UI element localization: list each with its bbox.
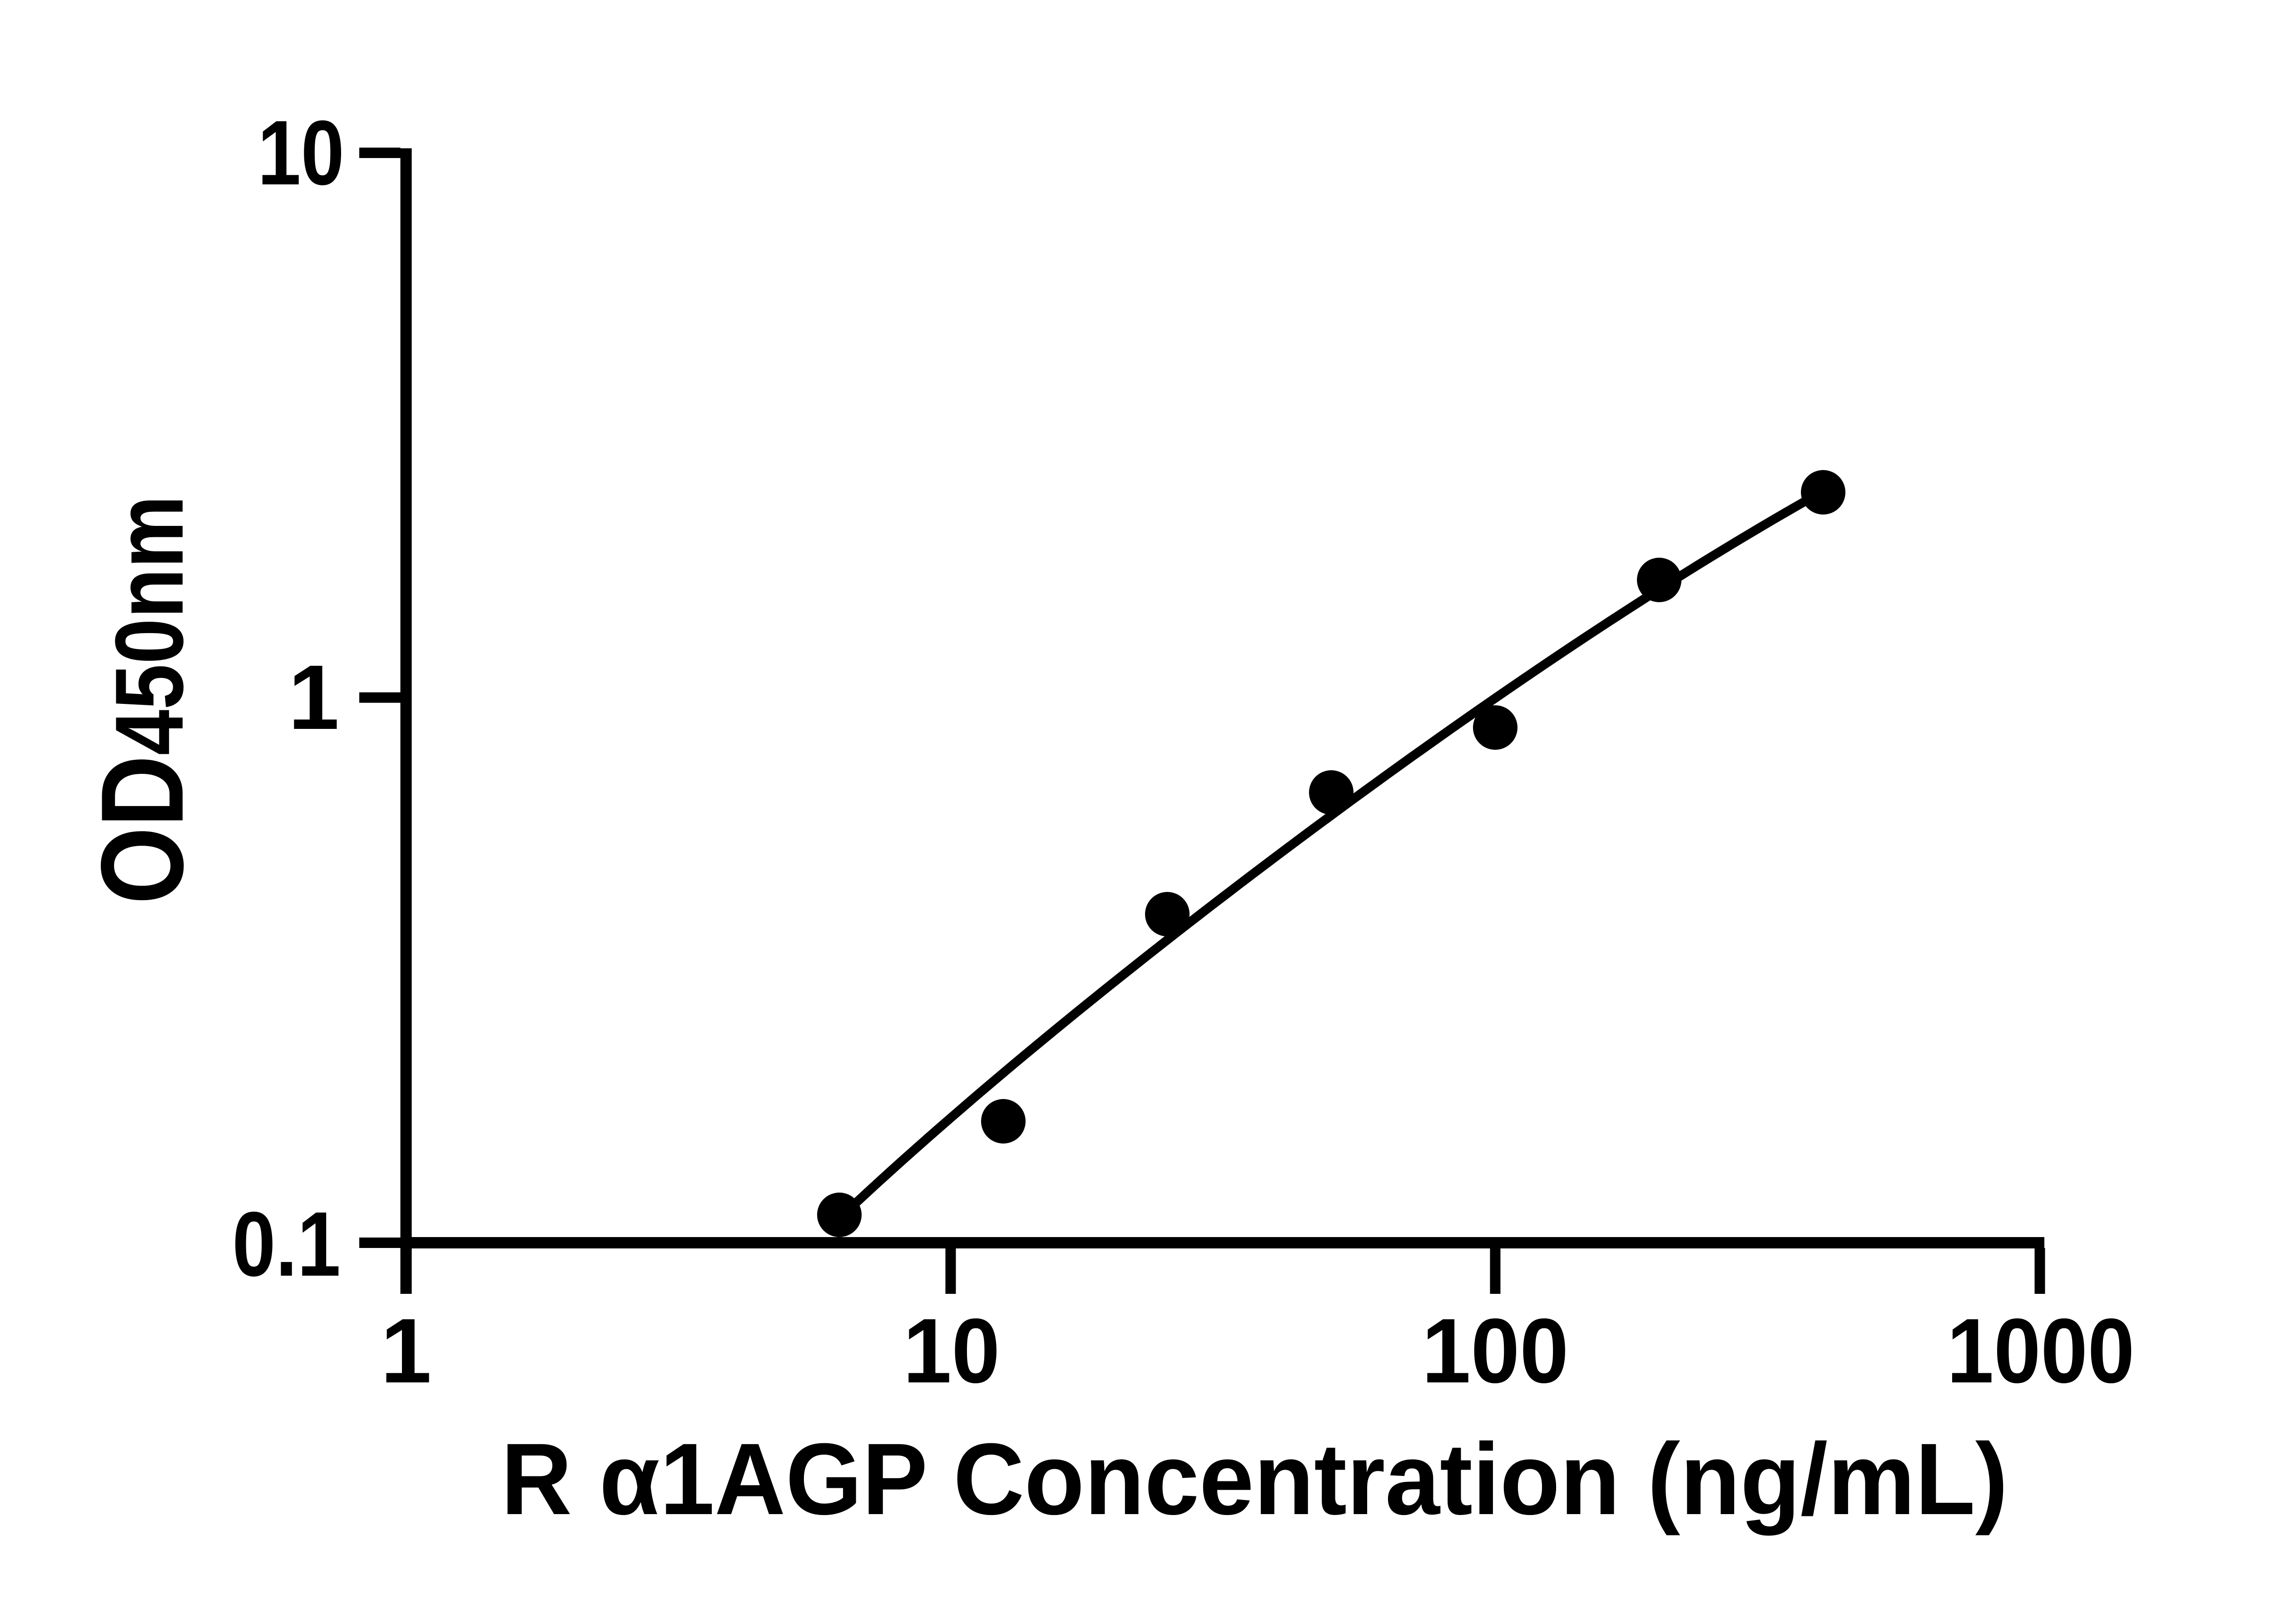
svg-text:OD450nm: OD450nm: [76, 495, 208, 904]
svg-text:0.1: 0.1: [232, 1193, 341, 1295]
svg-text:100: 100: [1422, 1299, 1569, 1401]
svg-text:10: 10: [258, 101, 344, 204]
svg-text:1000: 1000: [1947, 1300, 2134, 1402]
svg-text:1: 1: [288, 646, 339, 748]
svg-text:10: 10: [903, 1299, 1000, 1402]
svg-text:R α1AGP Concentration (ng/mL): R α1AGP Concentration (ng/mL): [501, 1422, 2008, 1536]
svg-text:1: 1: [381, 1299, 431, 1402]
